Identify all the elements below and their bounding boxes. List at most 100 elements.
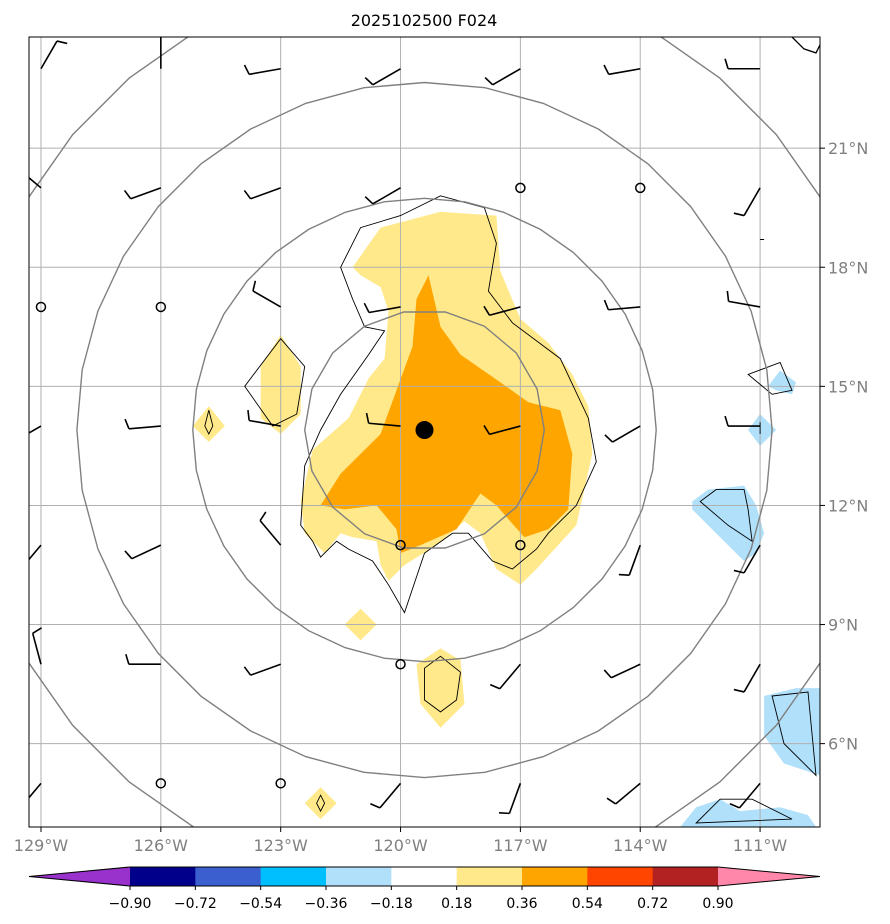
- contour-line: [695, 798, 793, 824]
- colorbar-segment: [391, 867, 458, 886]
- range-ring: [76, 81, 773, 779]
- wind-barb-flag: [364, 196, 374, 205]
- colorbar-segment: [456, 867, 523, 886]
- positive-fill-region: [304, 787, 337, 820]
- wind-barb-flag: [365, 412, 370, 424]
- calm-wind-circle: [155, 778, 167, 789]
- wind-barb-shaft: [508, 783, 522, 814]
- wind-barb-shaft: [252, 290, 282, 308]
- colorbar-segment: [522, 867, 588, 886]
- y-tick-label: 18°N: [828, 258, 868, 277]
- wind-barb-flag: [243, 666, 252, 676]
- colorbar-tick-label: 0.18: [441, 896, 472, 912]
- wind-barb-flag: [6, 435, 14, 442]
- colorbar-extend-high: [718, 867, 820, 886]
- colorbar: −0.90 −0.72 −0.54 −0.36 −0.18 0.18 0.36 0.54 0.7…: [28, 866, 821, 912]
- wind-barb-flag: [363, 302, 370, 313]
- wind-barb-shaft: [743, 544, 761, 574]
- wind-barb-shaft: [489, 425, 521, 436]
- wind-barb-flag: [733, 212, 745, 217]
- wind-barb-flag: [123, 189, 132, 200]
- wind-barb-shaft: [738, 782, 761, 809]
- coastline: [791, 37, 820, 54]
- x-axis-ticks: 129°W 126°W 123°W 120°W 117°W 114°W 111°W: [14, 827, 788, 855]
- colorbar-segment: [260, 867, 327, 886]
- colorbar-tick-label: 0.72: [637, 896, 668, 912]
- x-tick-label: 114°W: [613, 836, 668, 855]
- wind-barb-flag: [733, 569, 745, 574]
- wind-barb-shaft: [368, 422, 401, 427]
- wind-barb-flag: [243, 189, 252, 200]
- negative-fill-region: [768, 370, 796, 395]
- wind-barb-shaft: [29, 425, 42, 434]
- coastline-path: [791, 37, 820, 54]
- x-tick-label: 120°W: [373, 836, 428, 855]
- wind-barb-flag: [733, 688, 745, 693]
- gridlines: [29, 37, 820, 827]
- wind-barb-flag: [483, 425, 491, 435]
- wind-barb-flag: [11, 566, 21, 570]
- range-ring: [303, 311, 546, 549]
- wind-barb-flag: [729, 802, 740, 809]
- range-ring: [192, 197, 657, 663]
- positive-fill-region: [192, 406, 225, 442]
- calm-wind-circle: [515, 539, 526, 551]
- wind-barb-shaft: [368, 306, 401, 314]
- colorbar-tick-label: −0.36: [305, 896, 348, 912]
- wind-barb-shaft: [130, 187, 162, 200]
- wind-barb-flag: [56, 40, 68, 45]
- wind-barb-shaft: [29, 176, 42, 189]
- negative-fill-region: [680, 799, 816, 827]
- wind-barb-shaft: [40, 40, 58, 70]
- wind-barb-shaft: [250, 187, 281, 200]
- wind-barb-flag: [489, 683, 501, 690]
- calm-wind-circle: [634, 182, 646, 194]
- wind-barb-shaft: [372, 187, 401, 205]
- wind-barb-shaft: [608, 306, 641, 311]
- wind-barb-flag: [247, 410, 250, 421]
- colorbar-tick-label: 0.90: [702, 896, 733, 912]
- wind-barb-flag: [160, 37, 163, 38]
- wind-barb-flag: [124, 550, 133, 560]
- calm-wind-circle: [395, 658, 406, 670]
- calm-wind-circle: [155, 301, 167, 313]
- positive-fill-region: [416, 648, 465, 728]
- colorbar-tick-label: −0.72: [174, 896, 217, 912]
- y-tick-label: 12°N: [828, 496, 868, 515]
- wind-barb-shaft: [743, 187, 761, 216]
- contour-line: [204, 410, 214, 436]
- colorbar-segment: [326, 867, 392, 886]
- contour-line: [244, 337, 306, 427]
- wind-barb-shaft: [615, 782, 641, 805]
- positive-fill-region: [320, 275, 573, 554]
- wind-barb-flag: [606, 797, 617, 805]
- colorbar-segment: [587, 867, 654, 886]
- calm-wind-circle: [395, 539, 406, 551]
- x-tick-label: 126°W: [134, 836, 189, 855]
- negative-fill-region: [748, 414, 777, 446]
- wind-barb-flag: [603, 299, 610, 311]
- contour-lines: [204, 195, 817, 824]
- plot-area: [6, 37, 820, 827]
- wind-barb-shaft: [249, 419, 281, 427]
- contour-line: [300, 195, 597, 614]
- contour-line: [424, 655, 461, 713]
- wind-barb-flag: [618, 573, 630, 577]
- colorbar-tick-label: −0.54: [239, 896, 282, 912]
- wind-barb-flag: [603, 669, 612, 679]
- storm-center-marker: [415, 421, 434, 440]
- colorbar-tick-label: −0.90: [109, 896, 152, 912]
- wind-barb-shaft: [628, 544, 641, 576]
- y-axis-ticks: 6°N 9°N 12°N 15°N 18°N 21°N: [820, 139, 868, 754]
- wind-barb-flag: [243, 64, 250, 75]
- colorbar-segment: [195, 867, 262, 886]
- wind-barb-shaft: [743, 663, 761, 693]
- x-tick-label: 111°W: [733, 836, 788, 855]
- filled-contours: [192, 211, 820, 827]
- wind-barb-shaft: [31, 633, 42, 665]
- wind-barb-flag: [604, 434, 614, 443]
- plot-frame: [28, 36, 821, 828]
- calm-wind-circle: [35, 301, 47, 313]
- wind-barb-shaft: [29, 782, 42, 799]
